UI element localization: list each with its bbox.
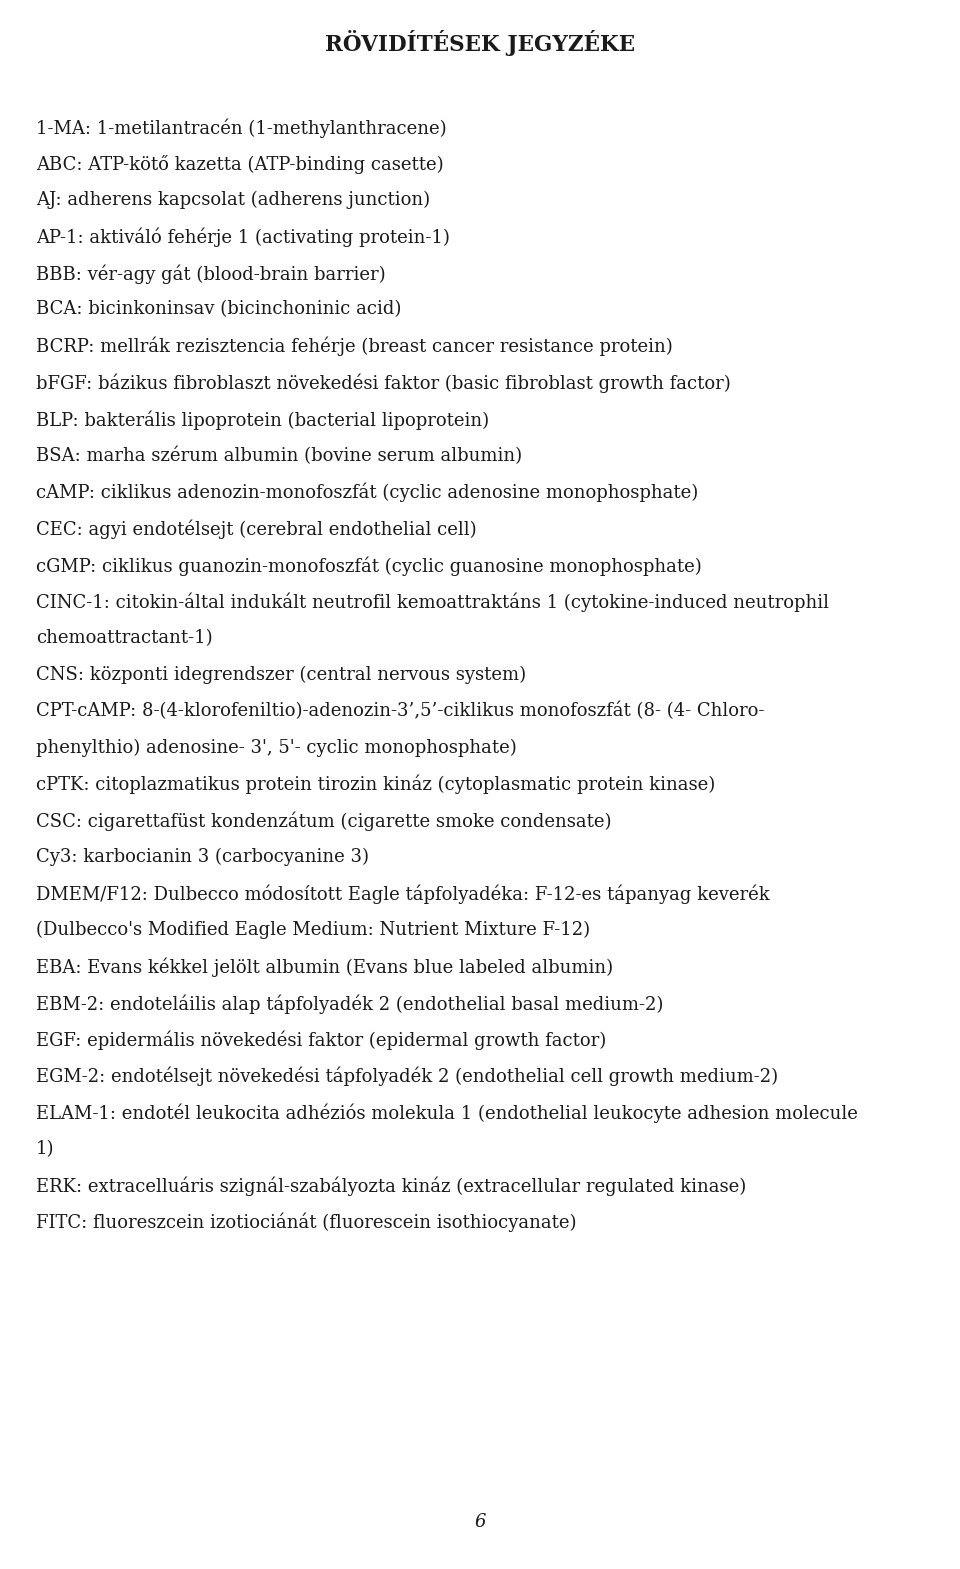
Text: ABC: ATP-kötő kazetta (ATP-binding casette): ABC: ATP-kötő kazetta (ATP-binding caset… (36, 154, 444, 174)
Text: EGF: epidermális növekedési faktor (epidermal growth factor): EGF: epidermális növekedési faktor (epid… (36, 1031, 607, 1050)
Text: CNS: központi idegrendszer (central nervous system): CNS: központi idegrendszer (central nerv… (36, 665, 526, 684)
Text: BSA: marha szérum albumin (bovine serum albumin): BSA: marha szérum albumin (bovine serum … (36, 447, 522, 464)
Text: RÖVIDÍTÉSEK JEGYZÉKE: RÖVIDÍTÉSEK JEGYZÉKE (324, 30, 636, 56)
Text: cPTK: citoplazmatikus protein tirozin kináz (cytoplasmatic protein kinase): cPTK: citoplazmatikus protein tirozin ki… (36, 775, 715, 794)
Text: BCA: bicinkoninsav (bicinchoninic acid): BCA: bicinkoninsav (bicinchoninic acid) (36, 301, 401, 319)
Text: CINC-1: citokin-által indukált neutrofil kemoattraktáns 1 (cytokine-induced neut: CINC-1: citokin-által indukált neutrofil… (36, 593, 829, 612)
Text: EBA: Evans kékkel jelölt albumin (Evans blue labeled albumin): EBA: Evans kékkel jelölt albumin (Evans … (36, 957, 613, 977)
Text: EBM-2: endoteláilis alap tápfolyadék 2 (endothelial basal medium-2): EBM-2: endoteláilis alap tápfolyadék 2 (… (36, 995, 663, 1014)
Text: BLP: bakterális lipoprotein (bacterial lipoprotein): BLP: bakterális lipoprotein (bacterial l… (36, 410, 490, 430)
Text: ERK: extracelluáris szignál-szabályozta kináz (extracellular regulated kinase): ERK: extracelluáris szignál-szabályozta … (36, 1177, 746, 1196)
Text: 6: 6 (474, 1513, 486, 1531)
Text: CSC: cigarettafüst kondenzátum (cigarette smoke condensate): CSC: cigarettafüst kondenzátum (cigarett… (36, 811, 612, 832)
Text: phenylthio) adenosine- 3', 5'- cyclic monophosphate): phenylthio) adenosine- 3', 5'- cyclic mo… (36, 739, 516, 756)
Text: AJ: adherens kapcsolat (adherens junction): AJ: adherens kapcsolat (adherens junctio… (36, 191, 430, 209)
Text: CPT-cAMP: 8-(4-klorofeniltio)-adenozin-3’,5’-ciklikus monofoszfát (8- (4- Chloro: CPT-cAMP: 8-(4-klorofeniltio)-adenozin-3… (36, 701, 764, 720)
Text: Cy3: karbocianin 3 (carbocyanine 3): Cy3: karbocianin 3 (carbocyanine 3) (36, 847, 369, 866)
Text: bFGF: bázikus fibroblaszt növekedési faktor (basic fibroblast growth factor): bFGF: bázikus fibroblaszt növekedési fak… (36, 373, 731, 392)
Text: EGM-2: endotélsejt növekedési tápfolyadék 2 (endothelial cell growth medium-2): EGM-2: endotélsejt növekedési tápfolyadé… (36, 1067, 779, 1086)
Text: CEC: agyi endotélsejt (cerebral endothelial cell): CEC: agyi endotélsejt (cerebral endothel… (36, 519, 476, 540)
Text: AP-1: aktiváló fehérje 1 (activating protein-1): AP-1: aktiváló fehérje 1 (activating pro… (36, 228, 450, 246)
Text: FITC: fluoreszcein izotiociánát (fluorescein isothiocyanate): FITC: fluoreszcein izotiociánát (fluores… (36, 1213, 577, 1233)
Text: ELAM-1: endotél leukocita adhéziós molekula 1 (endothelial leukocyte adhesion mo: ELAM-1: endotél leukocita adhéziós molek… (36, 1103, 858, 1123)
Text: cGMP: ciklikus guanozin-monofoszfát (cyclic guanosine monophosphate): cGMP: ciklikus guanozin-monofoszfát (cyc… (36, 555, 702, 576)
Text: chemoattractant-1): chemoattractant-1) (36, 629, 212, 646)
Text: 1-MA: 1-metilantracén (1-methylanthracene): 1-MA: 1-metilantracén (1-methylanthracen… (36, 118, 446, 138)
Text: DMEM/F12: Dulbecco módosított Eagle tápfolyadéka: F-12-es tápanyag keverék: DMEM/F12: Dulbecco módosított Eagle tápf… (36, 885, 770, 904)
Text: (Dulbecco's Modified Eagle Medium: Nutrient Mixture F-12): (Dulbecco's Modified Eagle Medium: Nutri… (36, 921, 590, 940)
Text: 1): 1) (36, 1141, 55, 1158)
Text: BCRP: mellrák rezisztencia fehérje (breast cancer resistance protein): BCRP: mellrák rezisztencia fehérje (brea… (36, 337, 673, 356)
Text: BBB: vér-agy gát (blood-brain barrier): BBB: vér-agy gát (blood-brain barrier) (36, 264, 386, 284)
Text: cAMP: ciklikus adenozin-monofoszfát (cyclic adenosine monophosphate): cAMP: ciklikus adenozin-monofoszfát (cyc… (36, 483, 698, 502)
